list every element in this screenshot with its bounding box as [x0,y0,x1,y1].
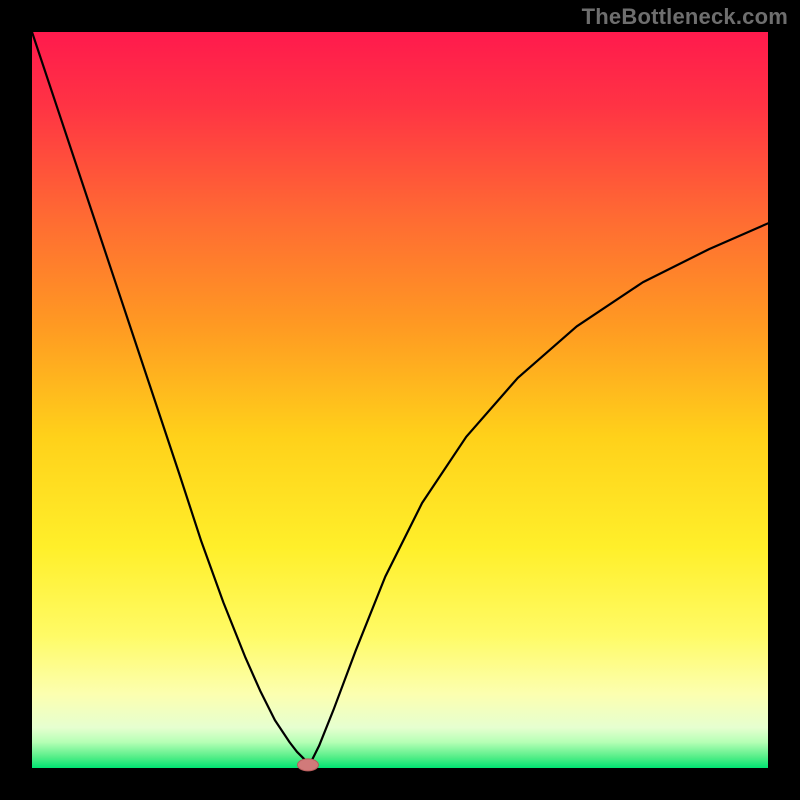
chart-frame: TheBottleneck.com [0,0,800,800]
optimal-point-marker [297,758,319,771]
plot-area [32,32,768,768]
curve-svg [32,32,768,768]
bottleneck-curve [32,32,768,768]
watermark-text: TheBottleneck.com [582,4,788,30]
